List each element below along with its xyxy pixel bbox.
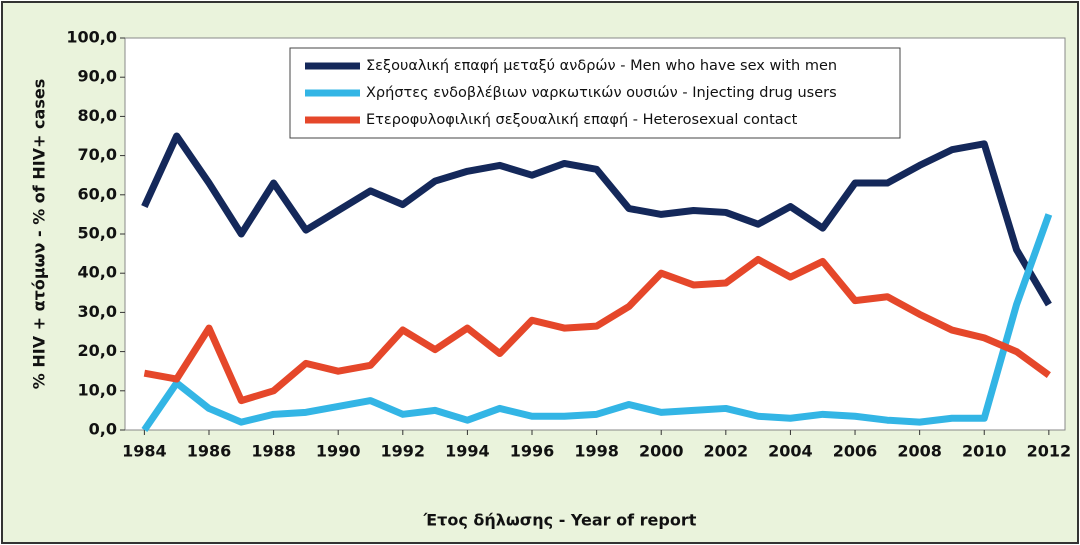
y-tick-label: 40,0 <box>78 263 117 282</box>
y-tick-label: 20,0 <box>78 341 117 360</box>
legend-label: Ετεροφυλοφιλική σεξουαλική επαφή - Heter… <box>366 112 798 128</box>
legend-label: Χρήστες ενδοβλέβιων ναρκωτικών ουσιών - … <box>366 85 837 101</box>
y-tick-label: 70,0 <box>78 145 117 164</box>
y-tick-label: 100,0 <box>66 28 117 47</box>
y-tick-label: 0,0 <box>89 420 117 439</box>
y-tick-label: 80,0 <box>78 106 117 125</box>
x-tick-label: 2004 <box>768 442 813 461</box>
x-tick-label: 1998 <box>574 442 619 461</box>
x-tick-label: 2002 <box>704 442 749 461</box>
x-tick-label: 1990 <box>316 442 361 461</box>
x-tick-label: 1996 <box>510 442 555 461</box>
y-tick-label: 10,0 <box>78 380 117 399</box>
series-line <box>141 213 1053 432</box>
y-tick-label: 30,0 <box>78 302 117 321</box>
x-axis-label: Έτος δήλωσης - Year of report <box>423 511 697 530</box>
x-tick-label: 1984 <box>122 442 167 461</box>
y-tick-label: 90,0 <box>78 67 117 86</box>
x-tick-label: 2010 <box>962 442 1007 461</box>
x-tick-label: 1994 <box>445 442 490 461</box>
legend <box>289 47 901 139</box>
series-line <box>141 132 1052 307</box>
x-tick-label: 2000 <box>639 442 684 461</box>
x-tick-label: 1986 <box>187 442 232 461</box>
x-tick-label: 1992 <box>381 442 426 461</box>
x-tick-label: 2008 <box>897 442 942 461</box>
x-tick-label: 2012 <box>1027 442 1072 461</box>
x-tick-label: 2006 <box>833 442 878 461</box>
y-tick-label: 50,0 <box>78 224 117 243</box>
series-line <box>143 255 1051 405</box>
legend-label: Σεξουαλική επαφή μεταξύ ανδρών - Men who… <box>366 58 837 74</box>
x-tick-label: 1988 <box>251 442 296 461</box>
y-tick-label: 60,0 <box>78 184 117 203</box>
y-axis-label: % HIV + ατόμων - % of HIV+ cases <box>30 79 49 389</box>
